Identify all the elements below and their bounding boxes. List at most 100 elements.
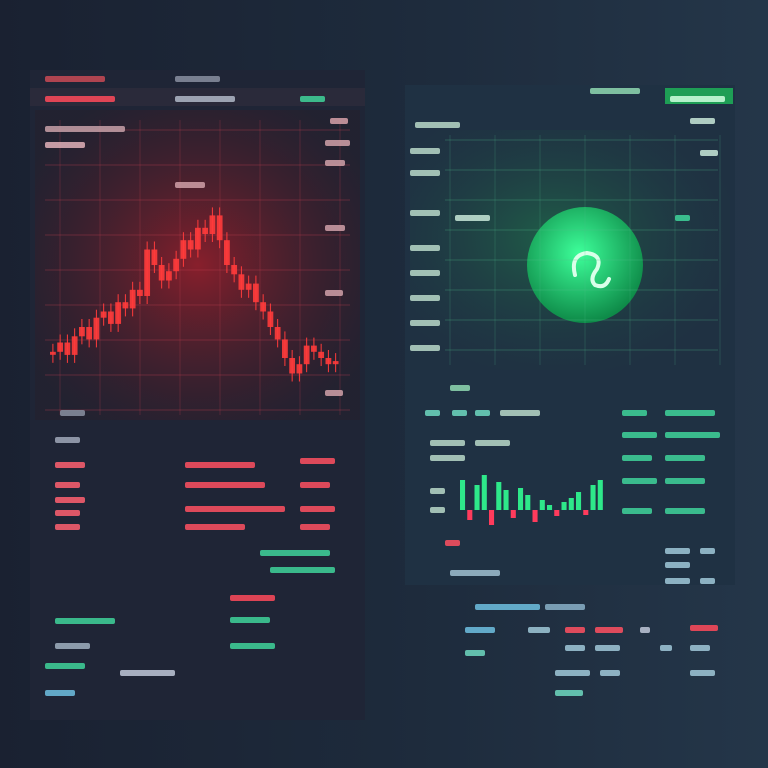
candle	[325, 358, 332, 365]
text-placeholder	[565, 645, 585, 651]
text-placeholder	[185, 506, 285, 512]
text-placeholder	[690, 670, 715, 676]
candle	[166, 271, 172, 281]
text-placeholder	[410, 270, 440, 276]
candle	[253, 283, 259, 303]
candle	[86, 327, 93, 340]
candle	[115, 302, 122, 324]
text-placeholder	[665, 562, 690, 568]
candle	[303, 345, 310, 365]
candle	[289, 358, 296, 374]
text-placeholder	[55, 643, 90, 649]
text-placeholder	[595, 627, 623, 633]
bar	[539, 500, 545, 510]
text-placeholder	[175, 96, 235, 102]
text-placeholder	[452, 410, 467, 416]
bar	[518, 488, 524, 510]
text-placeholder	[430, 507, 445, 513]
text-placeholder	[445, 540, 460, 546]
text-placeholder	[300, 458, 335, 464]
candle	[137, 289, 143, 296]
text-placeholder	[60, 410, 85, 416]
candle	[180, 240, 187, 259]
bar	[547, 505, 553, 510]
text-placeholder	[300, 96, 325, 102]
bar	[561, 502, 567, 510]
text-placeholder	[700, 578, 715, 584]
text-placeholder	[528, 627, 550, 633]
bar	[525, 495, 531, 510]
text-placeholder	[410, 148, 440, 154]
candle	[71, 336, 78, 355]
text-placeholder	[230, 617, 270, 623]
bar	[532, 510, 538, 522]
bar	[576, 492, 582, 510]
candle	[202, 227, 209, 234]
text-placeholder	[45, 126, 125, 132]
text-placeholder	[185, 482, 265, 488]
text-placeholder	[595, 645, 620, 651]
bar	[460, 480, 466, 510]
text-placeholder	[55, 497, 85, 503]
text-placeholder	[45, 663, 85, 669]
candle	[144, 249, 151, 296]
bar	[554, 510, 560, 516]
bar	[496, 482, 502, 510]
candle	[129, 289, 136, 309]
text-placeholder	[230, 643, 275, 649]
text-placeholder	[120, 670, 175, 676]
text-placeholder	[475, 440, 510, 446]
bar	[568, 498, 574, 510]
candle	[64, 342, 71, 355]
candle	[158, 265, 165, 281]
text-placeholder	[455, 215, 490, 221]
bar	[597, 480, 603, 510]
candle	[318, 351, 325, 358]
text-placeholder	[410, 320, 440, 326]
text-placeholder	[175, 182, 205, 188]
text-placeholder	[410, 245, 440, 251]
candle	[260, 302, 267, 312]
text-placeholder	[640, 627, 650, 633]
bar	[489, 510, 495, 525]
text-placeholder	[622, 478, 657, 484]
candle	[187, 240, 194, 250]
text-placeholder	[185, 462, 255, 468]
text-placeholder	[622, 455, 652, 461]
text-placeholder	[665, 548, 690, 554]
bar	[503, 490, 509, 510]
text-placeholder	[325, 160, 345, 166]
candle	[79, 327, 85, 337]
text-placeholder	[260, 550, 330, 556]
text-placeholder	[465, 650, 485, 656]
text-placeholder	[410, 295, 440, 301]
text-placeholder	[300, 506, 335, 512]
bar	[583, 510, 589, 515]
bar	[510, 510, 516, 518]
left-chart-area	[35, 110, 360, 420]
text-placeholder	[665, 578, 690, 584]
text-placeholder	[450, 570, 500, 576]
text-placeholder	[55, 482, 80, 488]
text-placeholder	[410, 210, 440, 216]
text-placeholder	[665, 432, 720, 438]
text-placeholder	[430, 455, 465, 461]
candle	[209, 215, 216, 234]
text-placeholder	[500, 410, 540, 416]
candle	[245, 283, 252, 290]
text-placeholder	[700, 150, 718, 156]
candle	[173, 258, 180, 272]
candle	[151, 249, 158, 265]
text-placeholder	[475, 604, 540, 610]
text-placeholder	[700, 548, 715, 554]
text-placeholder	[690, 118, 715, 124]
candle	[93, 317, 100, 340]
text-placeholder	[55, 618, 115, 624]
bar	[474, 485, 480, 510]
coin-glyph	[571, 250, 611, 289]
text-placeholder	[665, 508, 705, 514]
candle	[296, 364, 303, 374]
text-placeholder	[690, 625, 718, 631]
